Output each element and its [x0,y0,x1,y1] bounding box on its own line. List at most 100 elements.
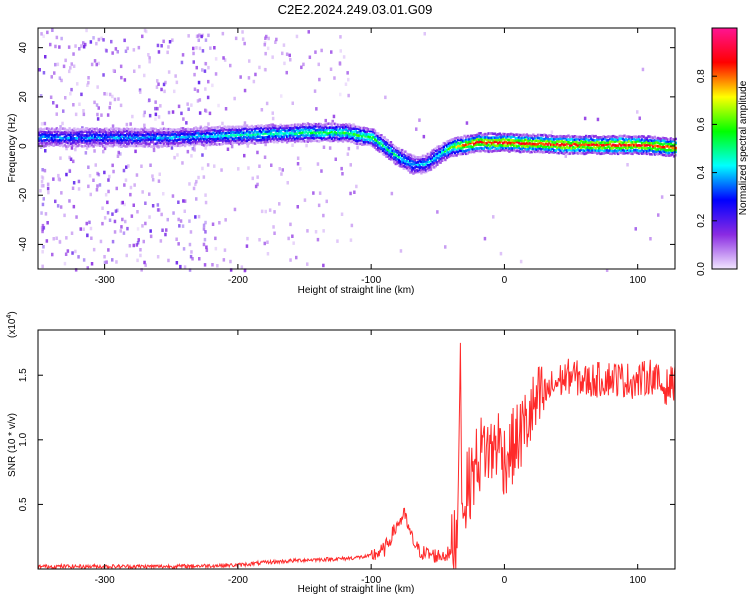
ridge-cell [567,141,570,144]
ridge-cell [172,128,175,131]
ridge-cell [365,133,369,136]
ridge-cell [89,141,92,145]
ridge-cell [39,136,42,140]
spectrogram-cell [87,80,90,85]
ridge-cell [137,142,140,145]
ridge-cell [364,130,367,134]
ridge-cell [567,148,570,152]
ridge-cell [461,136,465,140]
ridge-cell [434,156,437,160]
spectrogram-cell [190,154,193,158]
ridge-cell [346,133,349,136]
spectrogram-cell [82,227,85,231]
ridge-cell [161,137,164,140]
ridge-cell [255,131,258,134]
ridge-cell [332,128,335,132]
ridge-cell [517,149,521,153]
ridge-cell [594,151,597,154]
spectrogram-cell [74,147,77,152]
ridge-cell [324,130,327,134]
ridge-cell [332,122,335,125]
ridge-cell [194,130,198,133]
ridge-cell [165,131,169,134]
ridge-cell [186,140,190,144]
spectrogram-cell [135,243,139,247]
ridge-cell [560,139,564,143]
ridge-cell [297,123,300,126]
ridge-cell [372,140,375,143]
ridge-cell [423,157,426,161]
ridge-cell [239,138,242,141]
spectrogram-cell [193,72,196,77]
ridge-cell [145,133,148,136]
ridge-cell [263,126,266,130]
ridge-cell [640,152,644,155]
spectrogram-cell [116,154,120,158]
ridge-cell [389,152,393,156]
ridge-cell [605,151,609,154]
ridge-cell [591,140,594,143]
ridge-cell [63,139,66,143]
spectrogram-cell [61,121,64,126]
spectrogram-cell [111,258,114,262]
ridge-cell [564,140,567,143]
ridge-cell [522,136,525,140]
spectrogram-cell [64,252,68,256]
ridge-cell [410,170,413,174]
ridge-cell [434,164,437,168]
ridge-cell [116,131,119,134]
ridge-cell [479,140,482,143]
ridge-cell [442,148,445,151]
spectrogram-cell [195,46,198,50]
ridge-cell [554,135,557,139]
spectrogram-cell [190,250,193,254]
spectrogram-cell [58,45,61,49]
spectrogram-cell [105,49,108,53]
ridge-cell [263,136,266,139]
ridge-cell [261,132,265,136]
ridge-cell [353,133,356,136]
ridge-cell [626,144,629,147]
spectrogram-cell [197,80,201,85]
ridge-cell [572,140,575,143]
ridge-cell [137,138,140,142]
spectrogram-cell [605,268,609,272]
ridge-cell [313,125,316,128]
ridge-cell [433,162,436,165]
ridge-cell [159,131,162,134]
ridge-cell [65,145,68,148]
spectrogram-cell [195,34,199,39]
ridge-cell [79,134,82,137]
ridge-cell [140,144,143,148]
spectrogram-cell [86,266,89,270]
ridge-cell [434,161,437,164]
ridge-cell [364,141,367,144]
ridge-cell [300,131,303,135]
spectrogram-cell [154,112,158,117]
ridge-cell [140,142,143,145]
ridge-cell [559,134,562,138]
spectrogram-cell [111,94,114,99]
ridge-cell [289,128,292,132]
spectrogram-cell [98,183,102,187]
ridge-cell [640,148,644,152]
ridge-cell [639,135,642,139]
ridge-cell [482,149,485,152]
spectrogram-cell [211,83,214,88]
ridge-cell [452,145,455,149]
ridge-cell [674,141,677,145]
ridge-cell [361,136,364,139]
ridge-cell [126,138,129,142]
ridge-cell [626,151,629,155]
ridge-cell [314,129,318,132]
spectrogram-cell [275,37,278,42]
ridge-cell [289,124,292,127]
ridge-cell [551,135,554,138]
ridge-cell [420,169,423,172]
ridge-cell [110,127,113,130]
ridge-cell [356,142,359,146]
ridge-cell [78,128,81,131]
spectrogram-cell [162,39,165,44]
spectrogram-cell [318,191,322,195]
ridge-cell [600,141,604,144]
